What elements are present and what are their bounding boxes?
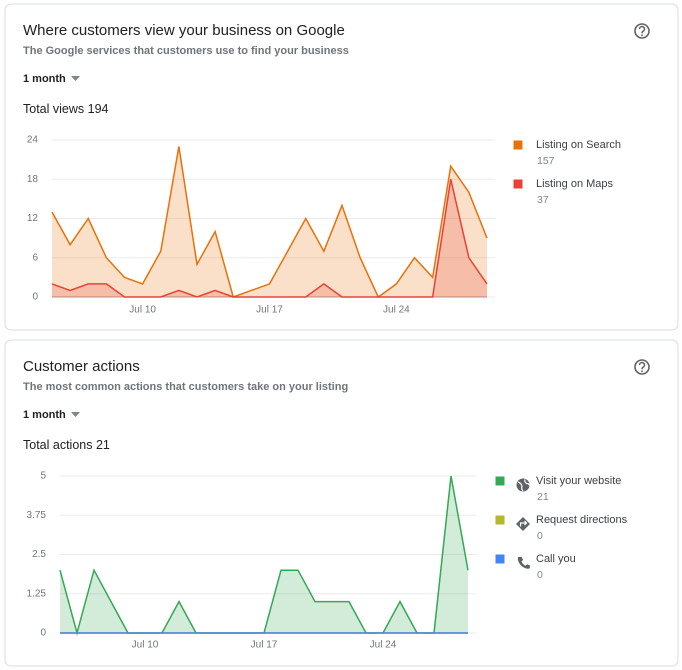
- total-label: Total views: [23, 102, 84, 116]
- phone-icon: [517, 556, 531, 569]
- globe-icon: [516, 478, 531, 492]
- line: [51, 146, 488, 299]
- total: Total views 194: [23, 102, 109, 116]
- period-dropdown[interactable]: 1 month: [23, 73, 66, 85]
- y-tick-label: 0: [40, 628, 46, 639]
- y-tick-label: 12: [27, 213, 39, 224]
- x-tick-label: Jul 10: [129, 305, 156, 316]
- card-title: Where customers view your business on Go…: [23, 22, 345, 39]
- legend-value: 37: [537, 194, 549, 206]
- card: [4, 339, 679, 667]
- y-tick-label: 3.75: [27, 510, 47, 521]
- help-circle[interactable]: [634, 23, 650, 39]
- total-value: 21: [96, 438, 110, 452]
- card-title: Customer actions: [23, 358, 140, 375]
- dropdown-caret[interactable]: [71, 412, 80, 417]
- directions-icon: [516, 517, 530, 531]
- help-circle[interactable]: [634, 359, 650, 375]
- help-glyph[interactable]: [638, 361, 646, 370]
- area: [52, 146, 487, 297]
- directions-arrow: [519, 520, 528, 527]
- x-tick-label: Jul 17: [251, 640, 278, 651]
- total-value: 194: [88, 102, 109, 116]
- legend-label: Call you: [536, 553, 576, 565]
- help-dot[interactable]: [641, 370, 643, 373]
- y-tick-label: 6: [32, 252, 38, 263]
- help-icon[interactable]: [634, 23, 650, 39]
- legend-value: 0: [537, 530, 543, 542]
- dropdown-caret[interactable]: [71, 76, 80, 81]
- x-tick-label: Jul 24: [383, 305, 410, 316]
- y-tick-label: 0: [32, 292, 38, 303]
- legend-label: Listing on Search: [536, 139, 621, 151]
- legend-label: Request directions: [536, 514, 628, 526]
- legend-swatch: [495, 554, 505, 564]
- legend-swatch: [513, 140, 523, 150]
- x-tick-label: Jul 24: [370, 640, 397, 651]
- legend-swatch: [513, 179, 523, 189]
- total-label: Total actions: [23, 438, 92, 452]
- card: [4, 3, 679, 331]
- legend-value: 21: [537, 491, 549, 503]
- area: [52, 179, 487, 297]
- y-tick-label: 5: [40, 471, 46, 482]
- x-tick-label: Jul 10: [132, 640, 159, 651]
- globe-shape: [516, 478, 530, 492]
- y-tick-label: 24: [27, 135, 39, 146]
- legend-value: 157: [537, 155, 555, 167]
- legend-swatch: [495, 515, 505, 525]
- legend-swatch: [495, 476, 505, 486]
- y-tick-label: 2.5: [32, 549, 46, 560]
- help-icon[interactable]: [634, 359, 650, 375]
- period-dropdown[interactable]: 1 month: [23, 409, 66, 421]
- card-subtitle: The Google services that customers use t…: [23, 45, 349, 57]
- area: [60, 476, 468, 633]
- total: Total actions 21: [23, 438, 110, 452]
- x-tick-label: Jul 17: [256, 305, 283, 316]
- y-tick-label: 18: [27, 174, 39, 185]
- legend-label: Visit your website: [536, 475, 621, 487]
- help-glyph[interactable]: [638, 25, 646, 34]
- y-tick-label: 1.25: [27, 588, 47, 599]
- line: [51, 179, 488, 298]
- help-dot[interactable]: [641, 34, 643, 37]
- legend-value: 0: [537, 569, 543, 581]
- globe-lines: [517, 479, 531, 492]
- legend-label: Listing on Maps: [536, 178, 614, 190]
- card-subtitle: The most common actions that customers t…: [23, 381, 348, 393]
- directions-shape: [516, 517, 530, 531]
